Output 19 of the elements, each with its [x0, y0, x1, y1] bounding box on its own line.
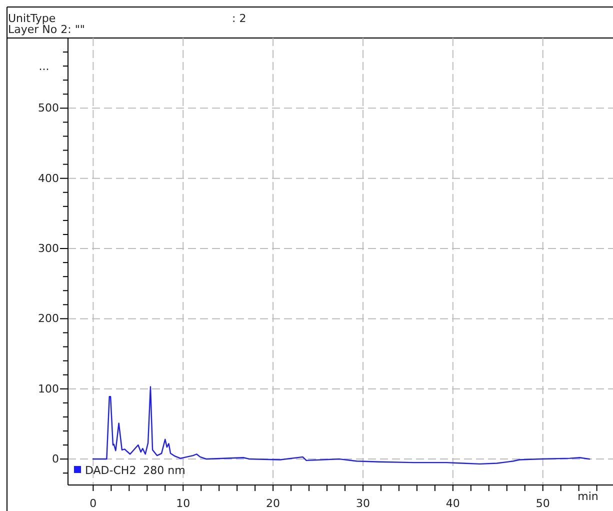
y-tick-label: 100: [38, 382, 59, 396]
x-tick-label: 0: [90, 496, 97, 510]
x-tick-label: 20: [266, 496, 280, 510]
y-tick-label: 500: [38, 102, 59, 115]
x-axis-title: min: [578, 490, 598, 503]
text: : 2: [232, 12, 246, 25]
text: UnitType: [8, 12, 56, 25]
x-tick-label: 10: [176, 496, 190, 510]
y-tick-label: 200: [38, 312, 59, 326]
legend-label: DAD-CH2 280 nm: [85, 464, 186, 477]
x-tick-label: 40: [446, 496, 460, 510]
y-tick-label: 0: [52, 452, 59, 466]
x-tick-label: 30: [356, 496, 370, 510]
text: Layer No 2: "": [8, 23, 85, 36]
text: ...: [38, 60, 50, 73]
y-tick-label: 300: [38, 242, 59, 256]
y-tick-label: 400: [38, 172, 59, 185]
line-series: [92, 386, 590, 465]
x-tick-label: 50: [536, 496, 550, 510]
